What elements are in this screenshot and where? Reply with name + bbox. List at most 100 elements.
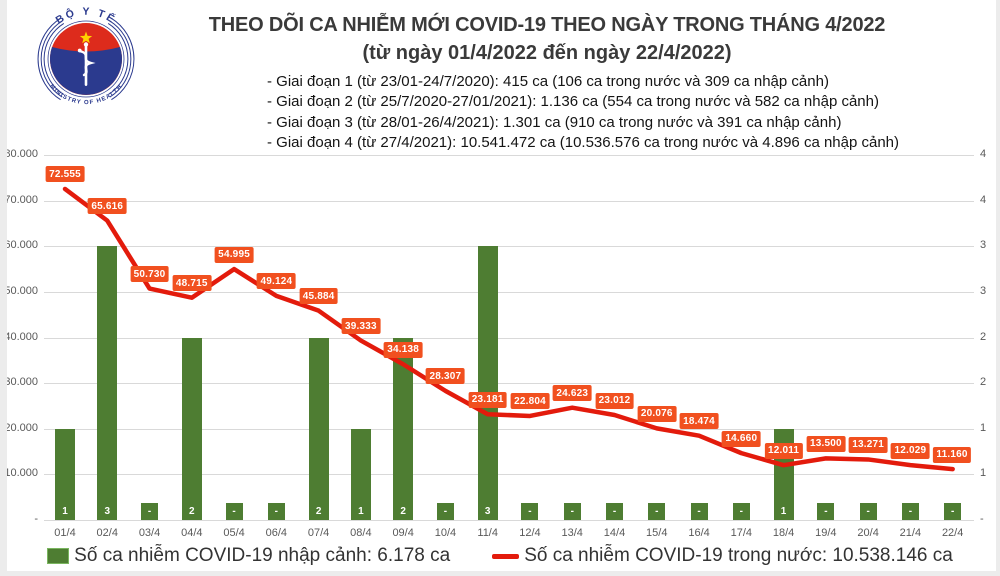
gridline: [44, 246, 974, 248]
y-tick-label-right: 1: [980, 421, 987, 434]
logo-staff-icon: [77, 42, 96, 86]
frame-bottom: [0, 571, 1000, 576]
line-data-label: 49.124: [256, 273, 296, 290]
gridline: [44, 291, 974, 293]
phase-line-4: - Giai đoạn 4 (từ 27/4/2021): 10.541.472…: [267, 134, 900, 152]
bar-value-label: -: [606, 503, 623, 520]
frame-left: [0, 0, 7, 576]
y-tick-label-left: 60.000: [4, 239, 38, 252]
y-tick-label-right: 3: [980, 239, 987, 252]
phase-line-1: - Giai đoạn 1 (từ 23/01-24/7/2020): 415 …: [267, 73, 829, 90]
y-tick-label-left: 20.000: [4, 421, 38, 434]
legend-line-marker: [492, 553, 520, 559]
bar-value-label: -: [225, 503, 243, 520]
logo-ring: [47, 20, 125, 98]
y-tick-label-right: 3: [980, 284, 987, 297]
x-tick-label: 07/4: [307, 527, 330, 539]
line-data-label: 12.029: [890, 442, 930, 459]
x-tick-label: 04/4: [181, 527, 203, 539]
line-data-label: 23.181: [468, 391, 508, 408]
x-tick-label: 15/4: [646, 527, 668, 539]
bar-value-label: -: [690, 503, 708, 520]
line-data-label: 11.160: [932, 446, 972, 463]
bar-value-label: -: [563, 503, 581, 520]
legend-bar-swatch: [47, 548, 70, 564]
gridline: [44, 474, 974, 476]
bar: [477, 246, 498, 520]
x-tick-label: 16/4: [688, 527, 710, 539]
x-tick-label: 09/4: [392, 527, 414, 539]
line-data-label: 18.474: [679, 413, 719, 430]
line-data-label: 20.076: [637, 405, 677, 422]
x-tick-label: 02/4: [96, 527, 118, 539]
bar: [181, 337, 202, 520]
y-tick-label-right: 2: [980, 376, 987, 389]
gridline: [44, 155, 974, 156]
x-tick-label: 08/4: [350, 527, 372, 539]
x-tick-label: 14/4: [603, 527, 626, 539]
bar-value-label: 2: [183, 503, 201, 520]
phase-line-3: - Giai đoạn 3 (từ 28/01-26/4/2021): 1.30…: [267, 113, 842, 131]
x-tick-label: 06/4: [265, 527, 288, 539]
x-tick-label: 12/4: [519, 527, 541, 539]
x-tick-label: 10/4: [434, 527, 457, 539]
bar-value-label: 2: [310, 503, 328, 520]
bar-value-label: 3: [98, 503, 116, 520]
bar-value-label: -: [817, 503, 835, 520]
line-data-label: 13.271: [848, 436, 888, 453]
y-tick-label-left: 40.000: [4, 330, 38, 343]
x-tick-label: 21/4: [899, 527, 922, 539]
line-data-label: 39.333: [341, 318, 381, 335]
x-tick-label: 13/4: [561, 527, 583, 539]
line-data-label: 22.804: [510, 393, 550, 410]
bar-value-label: -: [436, 503, 454, 520]
y-tick-label-left: 70.000: [4, 193, 38, 206]
y-tick-label-right: 2: [980, 330, 987, 343]
x-tick-label: 22/4: [941, 527, 964, 539]
legend-line-label: Số ca nhiễm COVID-19 trong nước: 10.538.…: [524, 545, 953, 566]
y-tick-label-right: 4: [980, 148, 987, 160]
legend-item-line: Số ca nhiễm COVID-19 trong nước: 10.538.…: [492, 545, 953, 567]
bar-value-label: 1: [775, 503, 793, 520]
gridline: [44, 200, 974, 202]
bar: [393, 337, 414, 520]
line-data-label: 54.995: [214, 246, 254, 263]
page-subtitle: (từ ngày 01/4/2022 đến ngày 22/4/2022): [362, 42, 732, 64]
bar: [97, 246, 118, 520]
bar: [308, 337, 329, 520]
page-title: THEO DÕI CA NHIỄM MỚI COVID-19 THEO NGÀY…: [208, 14, 886, 36]
line-data-label: 50.730: [130, 266, 169, 283]
phase-summary-block: - Giai đoạn 1 (từ 23/01-24/7/2020): 415 …: [267, 72, 899, 154]
line-data-label: 34.138: [383, 341, 423, 358]
line-data-label: 28.307: [426, 368, 465, 385]
y-tick-label-left: 10.000: [4, 467, 38, 480]
phase-line-2: - Giai đoạn 2 (từ 25/7/2020-27/01/2021):…: [267, 93, 879, 111]
bar-value-label: 1: [352, 503, 370, 520]
bar-value-label: -: [648, 503, 666, 520]
legend-item-bars: Số ca nhiễm COVID-19 nhập cảnh: 6.178 ca: [47, 545, 450, 567]
y-tick-label-left: 80.000: [4, 148, 38, 160]
line-data-label: 14.660: [721, 430, 761, 447]
bar-value-label: 3: [479, 503, 497, 520]
line-data-label: 24.623: [552, 385, 592, 402]
x-tick-label: 19/4: [815, 527, 837, 539]
bar-value-label: -: [732, 503, 750, 520]
bar-value-label: -: [267, 503, 285, 520]
bar-value-label: -: [521, 503, 539, 520]
y-tick-label-left: 30.000: [4, 376, 38, 389]
x-tick-label: 03/4: [138, 527, 161, 539]
x-tick-label: 18/4: [772, 527, 795, 539]
x-tick-label: 05/4: [223, 527, 245, 539]
bar-value-label: -: [944, 503, 962, 520]
y-tick-label-right: -: [980, 513, 984, 525]
bar-value-label: -: [859, 503, 877, 520]
x-tick-label: 01/4: [54, 527, 76, 539]
legend-bar-label: Số ca nhiễm COVID-19 nhập cảnh: 6.178 ca: [74, 545, 451, 566]
line-data-label: 65.616: [87, 198, 127, 215]
bar-value-label: -: [901, 503, 919, 520]
line-data-label: 13.500: [806, 435, 846, 452]
y-tick-label-left: 50.000: [4, 284, 38, 297]
